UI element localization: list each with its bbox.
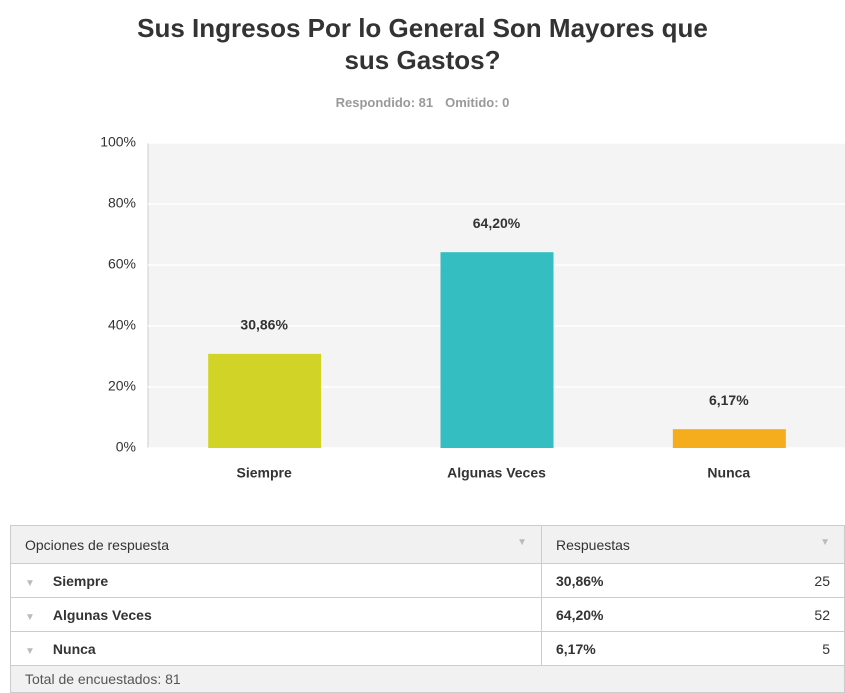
count: 25 — [733, 563, 845, 598]
y-tick-label: 100% — [100, 134, 136, 150]
rows: ▼ Siempre 30,86% 25 ▼ Algunas Veces 64,20% … — [10, 563, 845, 666]
value-label: 6,17% — [709, 392, 749, 408]
value-label: 30,86% — [240, 317, 288, 333]
option: Siempre — [52, 572, 109, 589]
footer-row: Total de encuestados: 81 — [10, 665, 845, 693]
header-cell: Opciones de respuesta ▼ — [10, 525, 542, 564]
y-tick-label: 80% — [108, 195, 136, 211]
answered: Respondido: 81 — [335, 95, 434, 110]
y-tick-label: 60% — [108, 256, 136, 272]
bar — [208, 353, 322, 448]
option-cell: ▼ Algunas Veces — [10, 597, 542, 632]
x-tick-label: Algunas Veces — [447, 465, 546, 481]
count: 5 — [733, 631, 845, 666]
bar — [440, 252, 554, 448]
value-label: 64,20% — [473, 215, 521, 231]
option: Algunas Veces — [52, 606, 152, 623]
y-tick-label: 40% — [108, 317, 136, 333]
row: ▼ Nunca 6,17% 5 — [10, 631, 845, 666]
percent: 6,17% — [541, 631, 734, 666]
percent: 64,20% — [541, 597, 734, 632]
header: Respuestas — [556, 536, 630, 553]
bar — [672, 429, 786, 448]
skipped: Omitido: 0 — [445, 95, 510, 110]
option-cell: ▼ Siempre — [10, 563, 542, 598]
option-cell: ▼ Nunca — [10, 631, 542, 666]
percent: 30,86% — [541, 563, 734, 598]
results-table: Opciones de respuesta ▼ Respuestas ▼ ▼ Siemp… — [10, 525, 845, 693]
y-tick-label: 0% — [116, 439, 136, 455]
header: Opciones de respuesta — [25, 536, 169, 553]
summary: Respondido: 81 Omitido: 0 — [0, 95, 845, 110]
footer: Total de encuestados: 81 — [10, 665, 845, 693]
title-wrap: Sus Ingresos Por lo General Son Mayores … — [0, 12, 845, 76]
chart: 0% 20% 40% 60% 80% 100% Siempre 30,86% Algunas V… — [100, 134, 845, 481]
header-row: Opciones de respuesta ▼ Respuestas ▼ — [10, 525, 845, 564]
x-tick-label: Nunca — [707, 465, 750, 481]
count: 52 — [733, 597, 845, 632]
y-tick-label: 20% — [108, 378, 136, 394]
header-cell: Respuestas ▼ — [541, 525, 845, 564]
option: Nunca — [52, 640, 96, 657]
chart-title: Sus Ingresos Por lo General Son Mayores … — [137, 13, 708, 75]
row: ▼ Siempre 30,86% 25 — [10, 563, 845, 598]
x-tick-label: Siempre — [237, 465, 292, 481]
row: ▼ Algunas Veces 64,20% 52 — [10, 597, 845, 632]
